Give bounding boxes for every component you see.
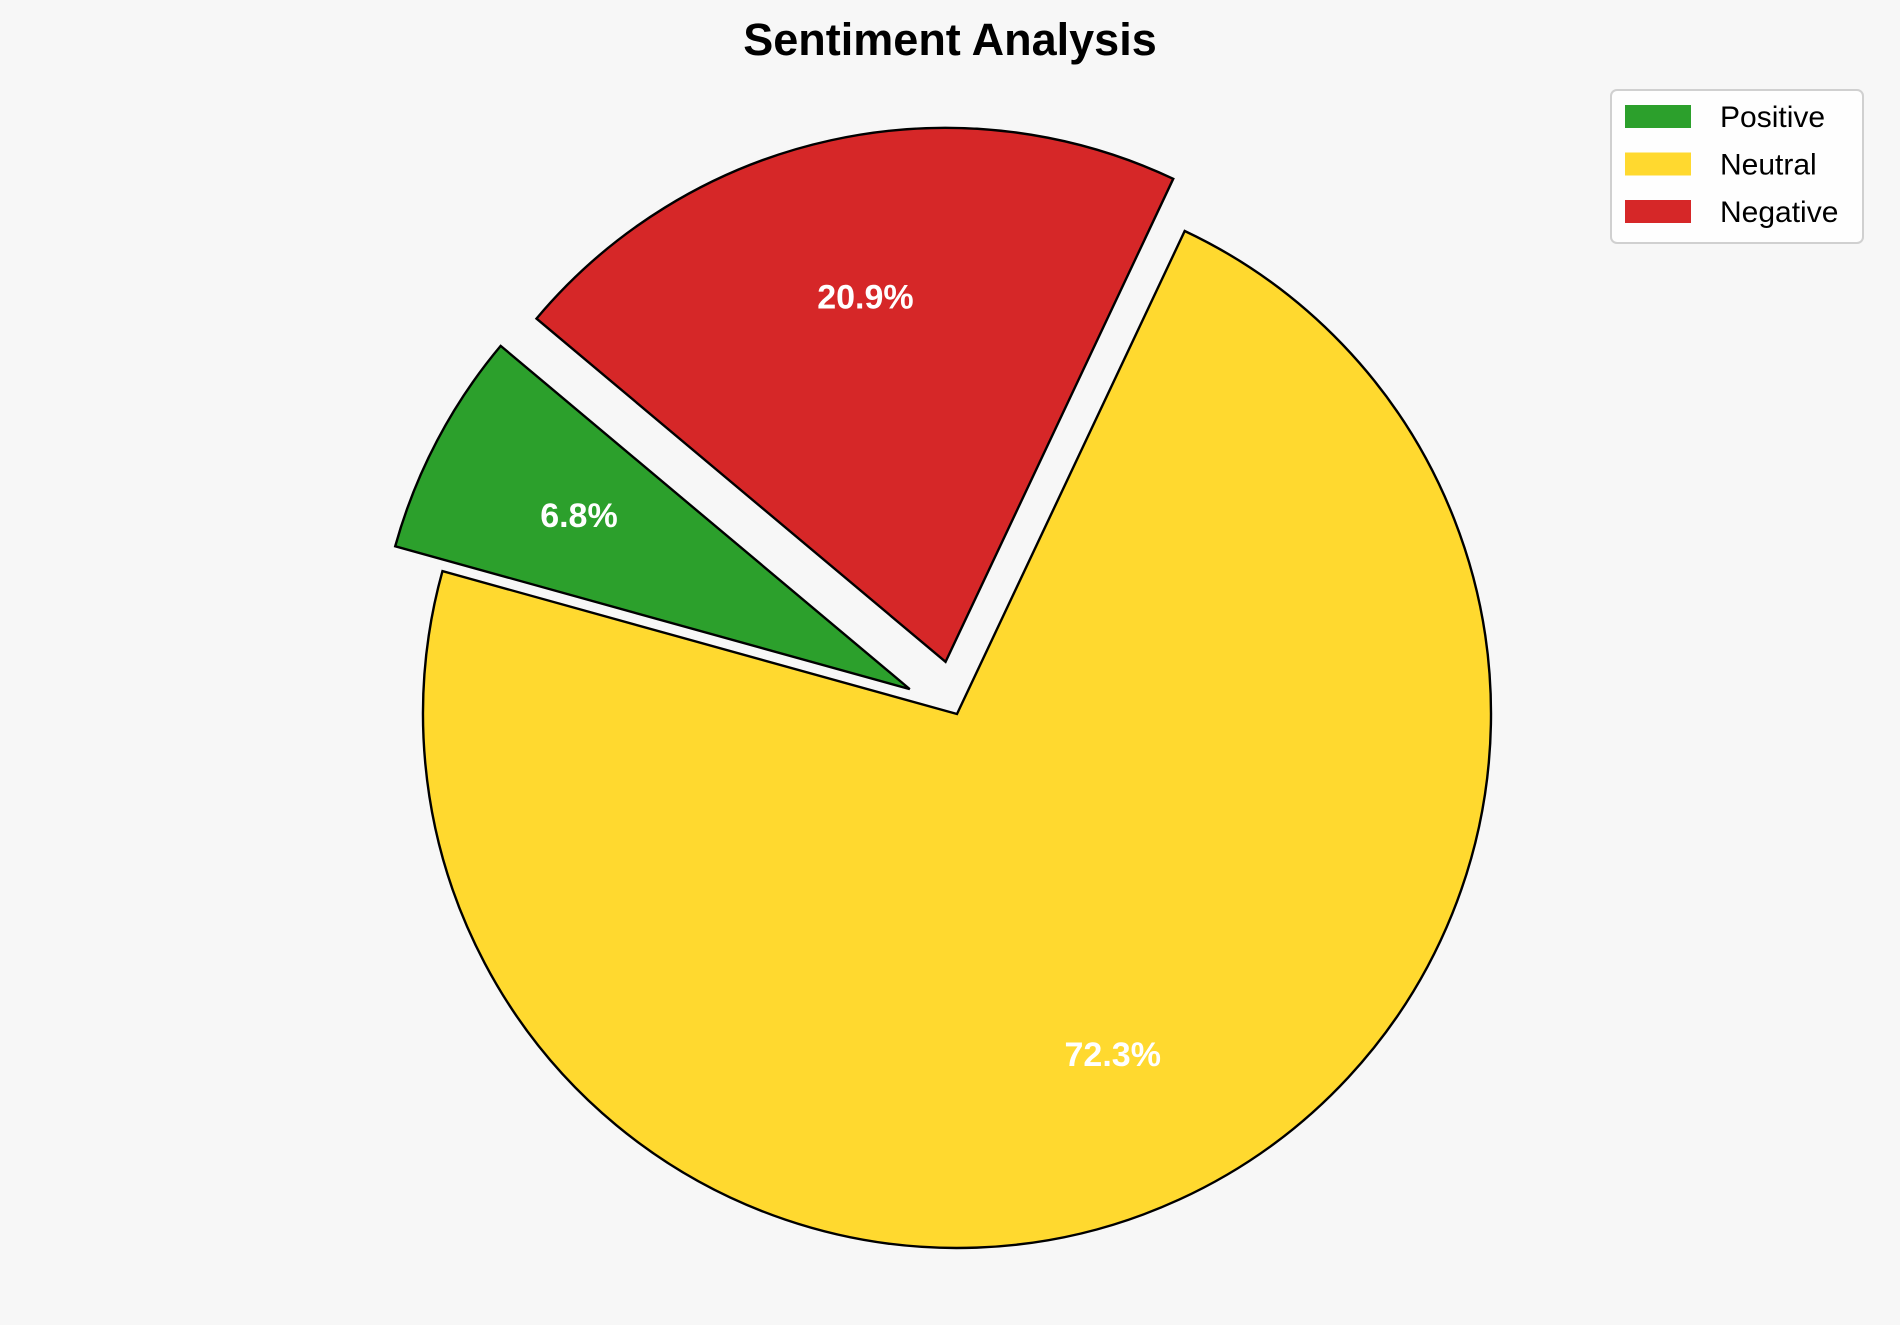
pie-label-neutral: 72.3% bbox=[1065, 1036, 1161, 1074]
pie-labels: 6.8% 72.3% 20.9% bbox=[540, 279, 1161, 1074]
chart-title: Sentiment Analysis bbox=[743, 14, 1156, 65]
legend-label-neutral: Neutral bbox=[1720, 149, 1817, 182]
legend: Positive Neutral Negative bbox=[1610, 89, 1864, 244]
legend-label-positive: Positive bbox=[1720, 101, 1825, 134]
legend-label-negative: Negative bbox=[1720, 196, 1838, 229]
pie-label-positive: 6.8% bbox=[540, 497, 618, 535]
pie-slices bbox=[393, 126, 1493, 1250]
legend-swatch-neutral bbox=[1625, 152, 1691, 176]
pie-slice-neutral bbox=[421, 229, 1493, 1250]
pie-slice-positive bbox=[393, 344, 911, 691]
pie-slice-negative bbox=[534, 126, 1175, 664]
legend-swatch-negative bbox=[1625, 200, 1691, 223]
pie-label-negative: 20.9% bbox=[817, 279, 913, 317]
legend-swatch-positive bbox=[1625, 105, 1691, 128]
